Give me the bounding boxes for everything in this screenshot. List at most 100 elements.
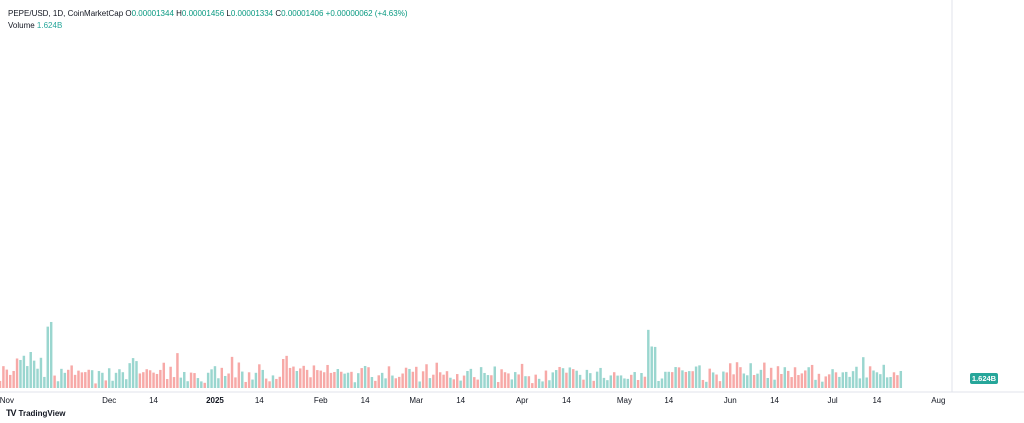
volume-bar	[380, 372, 384, 388]
volume-bar	[77, 370, 80, 388]
x-tick-label: 14	[562, 396, 571, 405]
volume-bar	[350, 371, 353, 388]
volume-bar	[746, 375, 749, 388]
volume-bar	[36, 368, 39, 388]
volume-bar	[773, 379, 776, 388]
volume-bar	[418, 381, 421, 388]
volume-bar	[807, 367, 810, 388]
volume-bar	[172, 377, 176, 388]
volume-bar	[322, 372, 326, 388]
volume-bar	[865, 377, 868, 388]
volume-bar	[664, 371, 667, 388]
volume-bar	[367, 367, 370, 388]
volume-bar	[183, 371, 186, 388]
volume-bar	[360, 368, 363, 388]
volume-bar	[261, 369, 264, 388]
volume-bar	[585, 369, 589, 388]
volume-bar	[711, 372, 715, 388]
volume-bar	[155, 373, 159, 388]
volume-bar	[589, 373, 592, 388]
volume-bar	[374, 380, 377, 388]
volume-bar	[609, 375, 613, 388]
volume-bar	[97, 371, 101, 388]
volume-bar	[490, 375, 493, 388]
volume-bar	[145, 369, 148, 388]
volume-bar	[278, 376, 282, 388]
volume-bar	[387, 366, 391, 388]
volume-bar	[227, 373, 230, 388]
volume-bar	[872, 370, 875, 388]
x-tick-label: Jun	[724, 396, 737, 405]
volume-bar	[343, 373, 346, 388]
volume-bar	[520, 363, 524, 388]
volume-bar	[575, 370, 578, 388]
change-value: +0.00000062 (+4.63%)	[325, 9, 408, 18]
volume-bar	[432, 374, 435, 388]
volume-bar	[118, 369, 121, 388]
volume-bar	[554, 370, 558, 388]
volume-bar	[551, 372, 555, 388]
volume-bar	[67, 369, 70, 388]
volume-bar	[299, 368, 302, 388]
volume-bar	[681, 370, 684, 388]
volume-bar	[503, 372, 507, 388]
volume-bar	[452, 379, 456, 388]
symbol-label[interactable]: PEPE/USD, 1D, CoinMarketCap	[8, 9, 124, 18]
volume-value: 1.624B	[36, 21, 63, 30]
volume-bar	[541, 381, 544, 388]
volume-bar	[769, 367, 773, 388]
x-tick-label: Dec	[102, 396, 116, 405]
tradingview-logo[interactable]: TV TradingView	[6, 408, 66, 418]
volume-tag	[970, 373, 998, 384]
volume-bar	[312, 365, 316, 388]
volume-bar	[572, 369, 575, 388]
volume-bar	[735, 362, 739, 388]
volume-bar	[868, 366, 872, 388]
volume-bar	[5, 369, 9, 388]
close-label: C	[275, 9, 282, 18]
volume-bar	[449, 377, 452, 388]
volume-bar	[176, 353, 179, 388]
volume-bar	[592, 380, 595, 388]
volume-bar	[428, 378, 432, 388]
volume-bar	[456, 374, 459, 388]
volume-bar	[87, 369, 90, 388]
volume-bar	[384, 378, 387, 388]
low-value: 0.00001334	[230, 9, 274, 18]
volume-bar	[162, 362, 166, 388]
volume-bar	[128, 363, 131, 388]
x-tick-label: Mar	[409, 396, 423, 405]
volume-bar	[241, 371, 244, 388]
volume-bar	[254, 372, 258, 388]
volume-label[interactable]: Volume	[8, 21, 35, 30]
volume-bar	[377, 375, 380, 388]
volume-bar	[602, 377, 606, 388]
x-tick-label: 14	[770, 396, 779, 405]
volume-bar	[531, 383, 534, 388]
volume-bar	[674, 367, 677, 388]
volume-bar	[612, 372, 616, 388]
volume-bar	[793, 367, 797, 388]
volume-bar	[394, 378, 398, 388]
volume-bar	[896, 375, 899, 388]
volume-bar	[493, 366, 496, 388]
volume-bar	[810, 364, 814, 388]
volume-bar	[647, 329, 650, 388]
volume-bar	[858, 378, 862, 388]
volume-bar	[237, 362, 241, 388]
volume-bar	[831, 369, 834, 388]
volume-bar	[558, 366, 561, 388]
volume-bar	[636, 380, 640, 388]
x-tick-label: 14	[872, 396, 881, 405]
volume-bar	[121, 372, 125, 388]
volume-bar	[514, 372, 517, 388]
volume-bar	[483, 372, 486, 388]
volume-bar	[288, 367, 292, 388]
x-tick-label: 14	[149, 396, 158, 405]
volume-bar	[196, 378, 200, 388]
volume-bar	[476, 379, 479, 388]
volume-bar	[302, 365, 305, 388]
volume-bar	[783, 367, 787, 388]
volume-bar	[357, 373, 360, 388]
